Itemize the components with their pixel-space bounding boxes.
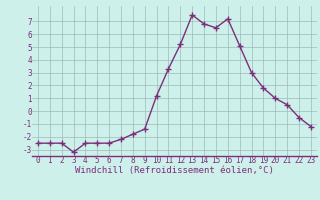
X-axis label: Windchill (Refroidissement éolien,°C): Windchill (Refroidissement éolien,°C) [75, 166, 274, 175]
